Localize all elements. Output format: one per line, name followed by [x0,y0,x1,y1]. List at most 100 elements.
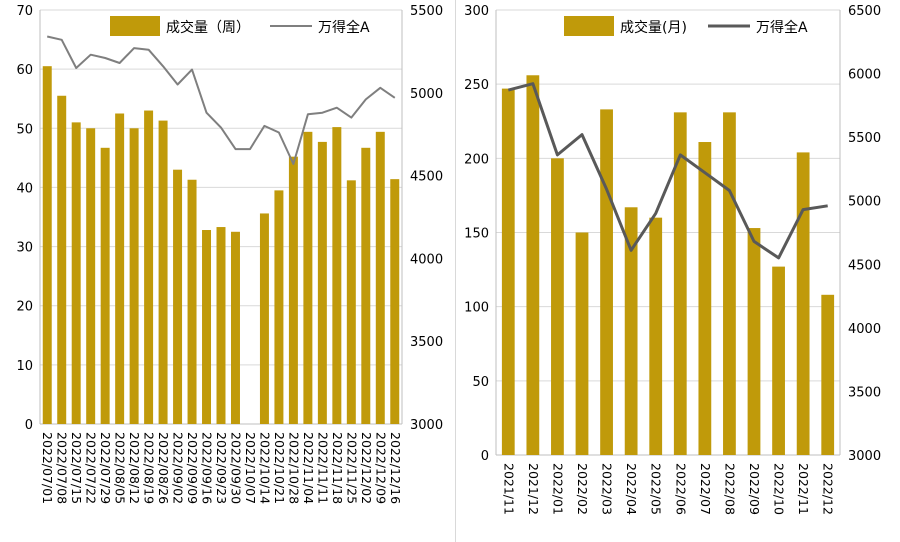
right-tick-label: 3500 [848,385,881,400]
category-label: 2022/07/01 [40,432,55,504]
volume-bar [259,213,269,424]
category-label: 2022/09/23 [214,432,229,504]
volume-bar [86,128,96,425]
category-label: 2022/12/02 [359,432,374,504]
left-tick-label: 200 [464,152,489,167]
left-tick-label: 100 [464,301,489,316]
category-label: 2022/01 [550,463,565,515]
category-label: 2022/11/11 [315,432,330,504]
volume-bar [144,110,154,425]
category-label: 2022/08 [722,463,737,515]
volume-bar [673,112,687,455]
right-tick-label: 3000 [410,418,443,433]
legend-bar-label: 成交量(月) [620,19,687,36]
volume-bar [230,231,240,424]
volume-bar [551,158,564,456]
category-label: 2022/11 [796,463,811,515]
left-tick-label: 250 [464,78,489,93]
legend-bar-label: 成交量（周） [166,19,250,36]
right-tick-label: 3000 [848,449,881,464]
volume-bar [187,179,197,424]
category-label: 2021/12 [526,463,541,515]
right-tick-label: 4000 [410,252,443,267]
volume-bar [390,179,400,424]
right-tick-label: 6500 [848,4,881,19]
left-tick-label: 10 [16,359,33,374]
category-label: 2022/03 [600,463,615,515]
category-label: 2022/10 [772,463,787,515]
left-tick-label: 300 [464,4,489,19]
right-tick-label: 4500 [410,170,443,185]
category-label: 2022/06 [673,463,688,515]
left-tick-label: 0 [25,418,33,433]
category-label: 2022/07/08 [55,432,70,504]
category-label: 2022/07/22 [84,432,99,504]
volume-bar [796,152,810,455]
volume-bar [747,228,761,455]
left-tick-label: 40 [16,181,33,196]
category-label: 2022/09/09 [185,432,200,504]
volume-bar [821,294,835,455]
legend-bar-swatch [110,16,160,36]
right-tick-label: 3500 [410,335,443,350]
volume-bar [129,128,139,425]
category-label: 2022/02 [575,463,590,515]
right-tick-label: 4500 [848,258,881,273]
category-label: 2022/08/12 [127,432,142,504]
volume-bar [100,147,110,424]
volume-bar [375,131,385,424]
volume-bar [115,113,125,424]
left-tick-label: 70 [16,4,33,19]
volume-bar [649,217,663,455]
category-label: 2022/08/05 [113,432,128,504]
category-label: 2022/09 [747,463,762,515]
volume-bar [624,207,638,455]
left-tick-label: 0 [481,449,489,464]
monthly-volume-chart: 0 50 100 150 200 250 300 3000 3500 4000 4500 5000 55… [464,4,881,515]
category-label: 2022/12 [821,463,836,515]
volume-bar [317,141,327,425]
category-label: 2022/05 [649,463,664,515]
category-label: 2022/10/28 [286,432,301,504]
legend-line-label: 万得全A [318,19,370,36]
volume-bar [723,112,736,455]
left-tick-label: 50 [16,122,33,137]
volume-bar [57,95,67,424]
right-tick-label: 5000 [410,87,443,102]
volume-bar [361,147,371,424]
volume-bar [274,190,284,424]
index-line [46,35,396,165]
category-label: 2022/08/19 [142,432,157,504]
panel-divider [455,0,456,542]
category-label: 2022/09/02 [171,432,186,504]
volume-bar [303,131,313,424]
right-tick-label: 5000 [848,195,881,210]
volume-bar [173,169,183,424]
right-tick-label: 5500 [410,4,443,19]
right-tick-label: 6000 [848,68,881,83]
legend-bar-swatch [564,16,614,36]
category-label: 2022/09/30 [228,432,243,504]
category-label: 2022/04 [624,463,639,515]
left-tick-label: 20 [16,300,33,315]
left-tick-label: 150 [464,227,489,242]
weekly-volume-chart: 0 10 20 30 40 50 60 70 3000 3500 4000 4500 5000 5500 2… [16,4,443,504]
category-label: 2022/07/15 [69,432,84,504]
category-label: 2022/07/29 [98,432,113,504]
category-label: 2022/10/14 [257,432,272,504]
volume-bar [202,230,212,424]
category-label: 2022/08/26 [156,432,171,504]
volume-bar [71,122,81,424]
volume-bar [600,109,613,455]
category-label: 2022/07 [698,463,713,515]
right-tick-label: 5500 [848,131,881,146]
category-label: 2022/11/04 [301,432,316,504]
category-label: 2022/10/21 [272,432,287,504]
volume-bar [526,75,540,456]
volume-bar [332,127,342,425]
volume-bar [158,120,168,425]
volume-bar [216,227,226,424]
volume-bar [346,180,356,424]
category-label: 2022/10/07 [243,432,258,504]
